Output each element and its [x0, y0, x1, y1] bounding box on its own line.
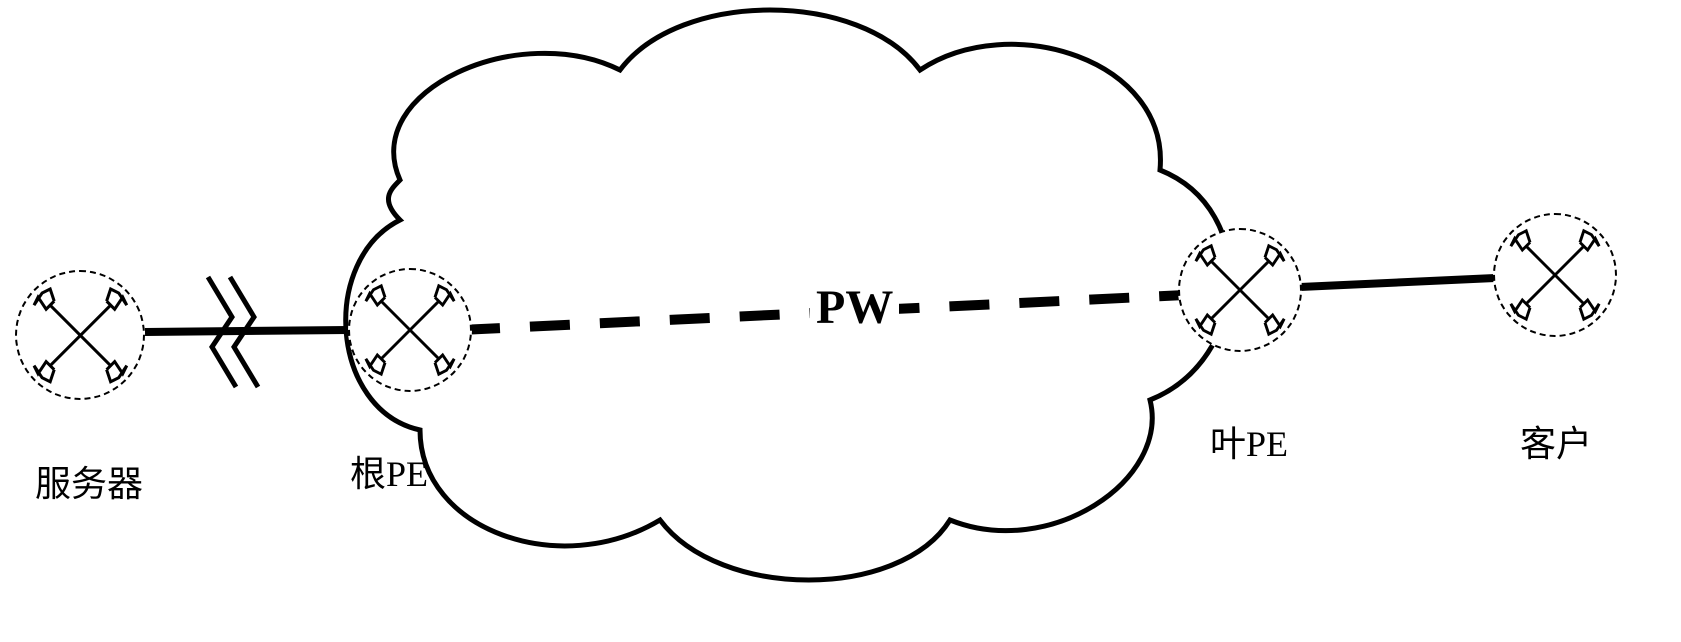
link-break-icon [208, 277, 258, 387]
node-root-pe [348, 268, 472, 392]
diagram-canvas: PW 服务器 根PE 叶PE 客户 [0, 0, 1681, 642]
link-leafpe-client [1300, 278, 1495, 287]
router-icon [30, 285, 131, 386]
router-icon [1192, 242, 1288, 338]
label-leaf-pe: 叶PE [1210, 415, 1288, 467]
cloud-shape [346, 10, 1230, 580]
label-server: 服务器 [35, 455, 143, 507]
label-client: 客户 [1520, 415, 1592, 467]
router-icon [362, 282, 458, 378]
node-client [1493, 213, 1617, 337]
router-icon [1507, 227, 1603, 323]
label-root-pe: 根PE [350, 445, 428, 497]
node-leaf-pe [1178, 228, 1302, 352]
node-server [15, 270, 145, 400]
pw-label: PW [810, 280, 899, 335]
link-server-rootpe [145, 330, 348, 332]
